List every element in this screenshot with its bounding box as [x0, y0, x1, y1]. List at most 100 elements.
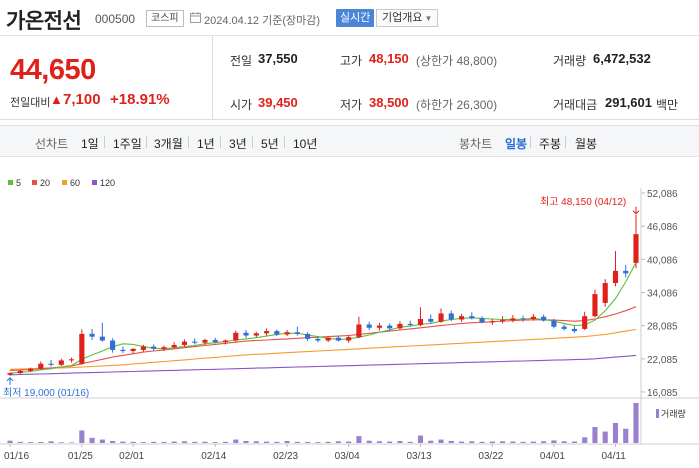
candle-body — [69, 359, 75, 361]
divider — [530, 136, 531, 148]
min-arrow-icon — [6, 377, 14, 382]
candle-body — [633, 234, 639, 263]
line-chart-label: 선차트 — [35, 137, 69, 151]
divider — [220, 136, 221, 148]
candle-body — [592, 294, 598, 317]
candle-body — [130, 348, 136, 352]
candle-body — [530, 316, 536, 319]
period-1y[interactable]: 1년 — [197, 137, 215, 151]
candle-body — [202, 339, 208, 343]
volume-bar — [110, 441, 116, 443]
volume-label: 거래량 — [553, 54, 587, 68]
volume-bar — [335, 441, 341, 443]
volume-bar — [387, 441, 393, 443]
company-overview-dropdown[interactable]: 기업개요 ▼ — [376, 9, 439, 27]
candle-body — [479, 318, 485, 323]
volume-bar — [489, 441, 495, 443]
volume-bar — [79, 430, 85, 443]
candle-body — [428, 318, 434, 322]
candle-body — [346, 337, 352, 341]
volume-bar — [263, 441, 270, 443]
volume-bar — [38, 441, 44, 443]
calendar-icon — [190, 12, 201, 23]
period-10y[interactable]: 10년 — [293, 137, 318, 151]
candle-body — [448, 313, 454, 320]
legend-swatch-120 — [92, 180, 97, 185]
realtime-button[interactable]: 실시간 — [336, 9, 375, 27]
max-arrow-icon — [632, 210, 640, 215]
volume-bar — [510, 441, 516, 443]
volume-bar — [284, 441, 290, 443]
volume-bar — [623, 428, 629, 443]
y-tick-label: 40,086 — [647, 255, 678, 266]
divider — [104, 136, 105, 148]
price-chart[interactable]: 5 20 60 120 52,086 46,086 40,086 34,086 28,085 22… — [0, 178, 699, 468]
period-1d[interactable]: 1일 — [81, 137, 99, 151]
candle-body — [571, 328, 577, 332]
current-price: 44,650 — [10, 54, 96, 86]
volume-bar — [530, 441, 536, 443]
volume-bar — [428, 440, 434, 443]
candle-body — [407, 323, 413, 326]
candle-body — [315, 338, 321, 341]
quote-date: 2024.04.12 기준(장마감) — [204, 12, 320, 28]
volume-bar — [17, 441, 23, 443]
low-value: 38,500 — [369, 95, 409, 110]
y-tick-label: 46,086 — [647, 222, 678, 233]
candle-weekly[interactable]: 주봉 — [539, 137, 562, 151]
volume-bar — [520, 441, 526, 443]
upper-limit: (상한가 48,800) — [416, 54, 498, 68]
volume-bar — [151, 441, 157, 443]
volume-bar — [222, 441, 229, 443]
volume-bar — [417, 435, 424, 443]
volume-bar — [7, 440, 13, 443]
candle-body — [458, 316, 465, 320]
candle-body — [520, 318, 526, 320]
candle-body — [294, 332, 300, 334]
period-1w[interactable]: 1주일 — [113, 137, 142, 151]
candle-body — [120, 349, 126, 352]
candle-monthly[interactable]: 월봉 — [575, 137, 598, 151]
volume-bar — [376, 441, 383, 443]
volume-bar — [602, 431, 608, 443]
volume-bar — [253, 441, 259, 443]
high-label: 고가 — [340, 54, 363, 68]
low-label: 저가 — [340, 98, 363, 112]
volume-bar — [561, 441, 567, 443]
quote-panel: 44,650 전일대비 ▲ 7,100 +18.91% 전일 37,550 고가… — [0, 36, 699, 120]
x-tick-label: 02/23 — [273, 451, 298, 462]
candle-chart-label: 봉차트 — [459, 137, 493, 151]
candle-body — [387, 325, 393, 329]
legend-swatch-60 — [62, 180, 67, 185]
prev-close-label: 전일 — [230, 54, 253, 68]
change-percent: +18.91% — [110, 91, 170, 108]
period-3y[interactable]: 3년 — [229, 137, 247, 151]
legend-label-120: 120 — [100, 178, 115, 188]
chevron-down-icon: ▼ — [424, 14, 433, 23]
date-basis: 기준(장마감) — [262, 15, 321, 27]
volume-bar — [571, 441, 577, 443]
period-5y[interactable]: 5년 — [261, 137, 279, 151]
candle-body — [99, 336, 105, 341]
volume-bar — [48, 441, 54, 443]
candle-daily[interactable]: 일봉 — [505, 137, 528, 151]
candle-body — [140, 346, 146, 350]
candle-body — [305, 333, 311, 339]
candle-body — [376, 325, 383, 328]
candle-body — [171, 344, 177, 348]
volume-bar — [58, 442, 64, 443]
candle-body — [417, 318, 424, 326]
amount-unit: 백만 — [656, 98, 679, 112]
candle-body — [253, 333, 259, 336]
y-tick-label: 22,085 — [647, 355, 678, 366]
y-tick-label: 34,086 — [647, 288, 678, 299]
x-tick-label: 02/14 — [201, 451, 226, 462]
volume-bar — [243, 441, 249, 443]
candle-body — [192, 341, 198, 343]
period-3m[interactable]: 3개월 — [154, 137, 183, 151]
candle-body — [243, 332, 249, 336]
legend-swatch-20 — [32, 180, 37, 185]
volume-bar — [633, 403, 639, 443]
stock-code: 000500 — [95, 12, 136, 26]
candle-body — [469, 316, 475, 319]
